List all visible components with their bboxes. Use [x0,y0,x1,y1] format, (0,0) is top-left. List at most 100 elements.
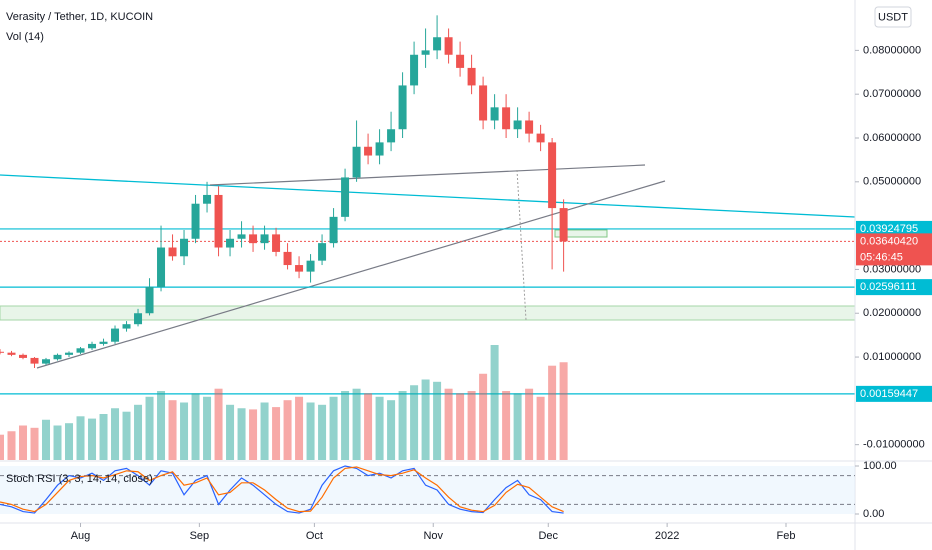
volume-bar [387,400,396,460]
volume-bar [53,425,62,460]
candle-body [525,120,534,134]
candle-body [7,352,16,355]
price-label-box [856,220,932,237]
volume-bar [99,414,108,460]
candle-body [341,177,350,217]
candle-body [42,359,51,364]
price-label-box [856,385,932,402]
volume-bar [180,402,189,460]
candle-body [168,247,177,257]
volume-bar [490,345,499,460]
volume-bar [260,402,269,460]
volume-bar [283,400,292,460]
volume-bar [157,391,166,460]
candle-body [111,328,120,342]
candle-body [76,348,85,353]
candle-body [30,357,39,364]
candle-body [513,120,522,130]
volume-bar [502,391,511,460]
y-tick-label: -0.01000000 [863,439,925,451]
candle-body [157,247,166,287]
volume-bar [398,391,407,460]
volume-bar [433,381,442,460]
volume-bar [168,400,177,460]
x-tick-label: Nov [423,530,443,542]
candle-body [536,133,545,143]
volume-bar [134,404,143,460]
price-label: 0.02596111 [860,281,916,293]
volume-bar [214,388,223,460]
candle-body [352,146,361,178]
candle-body [295,265,304,272]
candle-body [433,37,442,51]
volume-bar [318,404,327,460]
projection-line [516,169,527,321]
volume-bar [329,396,338,460]
candle-body [88,343,97,349]
x-tick-label: Oct [306,530,323,542]
candle-body [559,208,568,242]
stoch-tick-label: 100.00 [863,460,897,472]
candle-body [214,194,223,248]
stoch-label: Stoch RSI (3, 3, 14, 14, close) [6,473,153,485]
candle-body [329,216,338,244]
y-tick-label: 0.07000000 [863,88,921,100]
x-tick-label: Dec [538,530,558,542]
volume-bar [548,365,557,460]
price-label: 0.03640420 [860,235,918,247]
chart-title: Verasity / Tether, 1D, KUCOIN [6,11,153,23]
price-label-box [856,279,932,296]
volume-bar [88,418,97,460]
trend-line [209,164,646,186]
volume-bar [145,396,154,460]
candle-body [364,146,373,156]
volume-bar [65,423,74,460]
volume-bar [559,362,568,460]
candle-body [99,341,108,344]
candle-body [122,324,131,329]
currency-button[interactable] [874,6,912,28]
volume-bar [19,425,28,460]
volume-bar [0,434,4,460]
x-tick-label: Feb [777,530,796,542]
volume-bar [226,404,235,460]
candle-body [249,234,258,244]
support-zone [0,305,856,321]
volume-bar [444,388,453,460]
currency[interactable]: USDT [878,11,908,23]
y-tick-label: 0.08000000 [863,44,921,56]
candle-body [134,313,143,325]
volume-bar [30,427,39,460]
candle-body [65,352,74,355]
y-tick-label: 0.02000000 [863,307,921,319]
candle-body [191,203,200,239]
candle-body [226,238,235,248]
target-box [554,229,608,238]
x-tick-label: 2022 [655,530,679,542]
volume-label: Vol (14) [6,31,44,43]
stoch-tick-label: 0.00 [863,508,884,520]
y-tick-label: 0.01000000 [863,351,921,363]
volume-bar [7,431,16,460]
volume-bar [111,408,120,460]
countdown: 05:46:45 [860,251,903,263]
volume-bar [352,388,361,460]
candle-body [421,50,430,55]
volume-bar [456,393,465,460]
volume-bar [341,391,350,460]
volume-bar [513,393,522,460]
stoch-line [0,466,564,513]
price-label: 0.03924795 [860,223,918,235]
candle-body [237,234,246,239]
trend-line [0,174,856,218]
candle-body [0,351,4,353]
candle-body [548,142,557,209]
candle-body [145,286,154,314]
volume-bar [76,416,85,460]
candle-body [410,54,419,86]
volume-bar [203,396,212,460]
candle-body [272,234,281,252]
candle-body [490,107,499,121]
candle-body [479,85,488,121]
